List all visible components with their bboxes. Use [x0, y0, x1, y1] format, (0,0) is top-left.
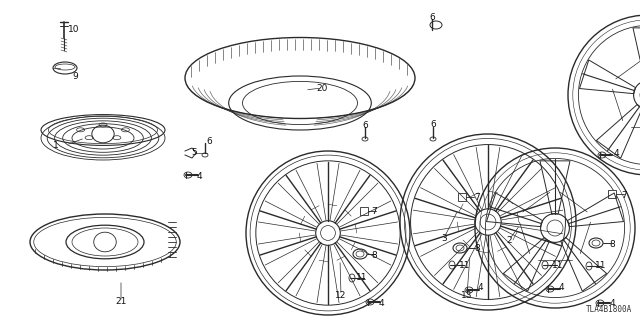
Text: 4: 4 — [477, 284, 483, 292]
Text: 3: 3 — [441, 234, 447, 243]
Bar — [360, 207, 368, 215]
Text: 7: 7 — [621, 190, 627, 199]
Text: 4: 4 — [613, 148, 619, 157]
Text: 4: 4 — [558, 284, 564, 292]
Text: 8: 8 — [474, 244, 480, 252]
Text: 12: 12 — [335, 291, 347, 300]
Text: TLA4B1800A: TLA4B1800A — [586, 305, 632, 314]
Text: 9: 9 — [72, 71, 78, 81]
Text: 6: 6 — [206, 137, 212, 146]
Text: 2: 2 — [506, 236, 512, 244]
Bar — [458, 193, 466, 201]
Text: 13: 13 — [461, 291, 473, 300]
Text: 7: 7 — [371, 206, 377, 215]
Text: 11: 11 — [552, 260, 564, 269]
Text: 1: 1 — [53, 140, 59, 149]
Text: 8: 8 — [371, 251, 377, 260]
Text: 6: 6 — [430, 119, 436, 129]
Text: 5: 5 — [191, 148, 197, 156]
Text: 11: 11 — [460, 260, 471, 269]
Text: 20: 20 — [316, 84, 328, 92]
Text: 4: 4 — [378, 299, 384, 308]
Bar — [608, 190, 616, 198]
Text: 8: 8 — [609, 239, 615, 249]
Text: 4: 4 — [196, 172, 202, 180]
Text: 6: 6 — [362, 121, 368, 130]
Text: 11: 11 — [595, 260, 607, 269]
Text: 7: 7 — [474, 193, 480, 202]
Text: 11: 11 — [356, 274, 368, 283]
Text: 6: 6 — [429, 12, 435, 21]
Text: 21: 21 — [115, 298, 127, 307]
Text: 4: 4 — [609, 300, 615, 308]
Text: 10: 10 — [68, 25, 80, 34]
